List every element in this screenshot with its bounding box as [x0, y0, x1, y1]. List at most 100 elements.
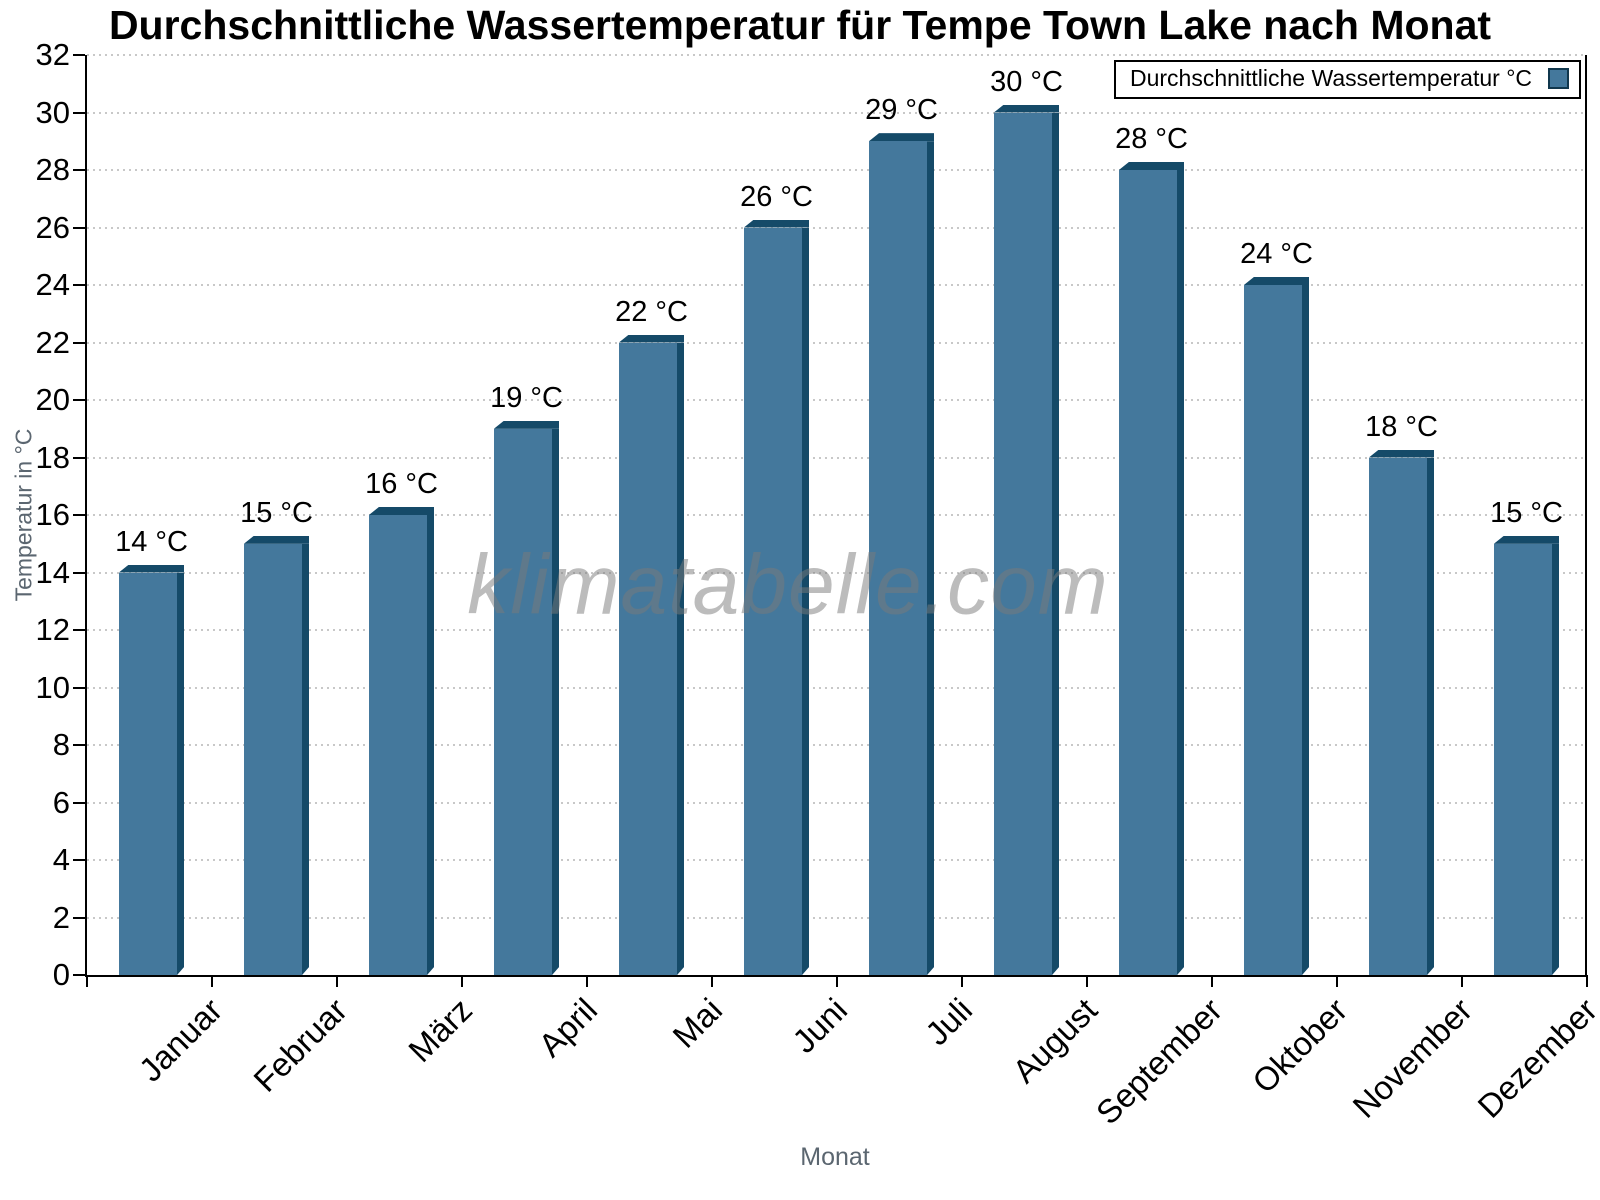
bar-side-edge: [552, 429, 559, 975]
x-tick-mark: [1086, 975, 1088, 987]
y-tick-label: 10: [35, 669, 70, 705]
grid-line: [87, 169, 1585, 171]
bar-face: [619, 342, 677, 975]
bar-side-edge: [1427, 458, 1434, 976]
y-tick-label: 22: [35, 324, 70, 360]
plot-area: 14 °C 15 °C 16 °C 19 °C 22 °C 26 °C 29 °C 30 °C…: [73, 54, 1588, 987]
y-tick-label: 18: [35, 439, 70, 475]
y-tick-label: 32: [35, 37, 70, 72]
grid-line: [87, 341, 1585, 344]
bar-top-edge: [1369, 449, 1434, 458]
bar-value-label: 15 °C: [240, 496, 313, 529]
grid-line: [87, 54, 1585, 56]
y-tick-label: 2: [52, 899, 70, 935]
y-tick-mark: [73, 629, 85, 631]
bar-side-edge: [1552, 544, 1559, 975]
bar-side-edge: [927, 141, 934, 975]
x-tick-mark: [711, 975, 713, 987]
y-tick-mark: [73, 169, 85, 171]
bar-side-edge: [1052, 113, 1059, 976]
bar-side-edge: [177, 573, 184, 976]
y-tick-mark: [73, 54, 85, 56]
y-tick-mark: [73, 399, 85, 401]
bar-top-edge: [119, 564, 184, 573]
bar-oktober: [1244, 277, 1309, 975]
grid-line: [87, 456, 1585, 459]
grid-line: [87, 629, 1585, 631]
grid-line: [87, 744, 1585, 746]
x-tick-mark: [836, 975, 838, 987]
y-tick-mark: [73, 111, 85, 114]
bar-top-edge: [494, 420, 559, 429]
y-tick-mark: [73, 226, 85, 229]
bar-top-edge: [994, 104, 1059, 113]
bar-value-label: 28 °C: [1115, 123, 1188, 155]
x-tick-mark: [586, 975, 588, 987]
grid-line: [87, 399, 1585, 401]
y-tick-label: 12: [35, 612, 70, 647]
y-tick-label: 4: [52, 842, 70, 877]
bar-value-label: 16 °C: [365, 468, 438, 500]
x-tick-mark: [1211, 975, 1213, 987]
grid-line: [87, 284, 1585, 286]
y-axis-title: Temperatur in °C: [10, 428, 37, 602]
bar-juni: [744, 219, 809, 976]
y-tick-label: 0: [52, 957, 70, 992]
bar-value-label: 30 °C: [990, 65, 1063, 98]
bar-top-edge: [619, 334, 684, 343]
bar-face: [869, 141, 927, 975]
x-tick-mark: [336, 975, 338, 987]
y-tick-mark: [73, 341, 85, 344]
y-tick-mark: [73, 284, 85, 286]
x-tick-mark: [961, 975, 963, 987]
bar-top-edge: [1244, 277, 1309, 285]
y-tick-label: 28: [35, 152, 70, 187]
legend-swatch-icon: [1548, 68, 1569, 89]
bar-face: [1494, 543, 1552, 975]
y-tick-label: 14: [35, 554, 70, 590]
y-tick-label: 24: [35, 267, 70, 302]
grid-line: [87, 226, 1585, 229]
bar-top-edge: [244, 535, 309, 544]
bar-value-label: 22 °C: [615, 295, 688, 328]
bar-face: [1369, 457, 1427, 975]
bar-value-label: 24 °C: [1240, 238, 1313, 270]
bar-value-label: 15 °C: [1490, 496, 1563, 529]
x-tick-mark: [1336, 975, 1338, 987]
y-tick-label: 26: [35, 209, 70, 245]
legend-label: Durchschnittliche Wassertemperatur °C: [1129, 65, 1532, 91]
bar-top-edge: [1119, 162, 1184, 170]
bar-face: [244, 543, 302, 975]
grid-line: [87, 686, 1585, 689]
bar-value-label: 29 °C: [865, 94, 938, 127]
bar-top-edge: [369, 507, 434, 515]
bar-top-edge: [869, 133, 934, 142]
grid-line: [87, 801, 1585, 804]
bar-top-edge: [1494, 535, 1559, 544]
bar-januar: [119, 564, 184, 976]
bar-side-edge: [802, 228, 809, 976]
bar-face: [119, 572, 177, 975]
y-tick-mark: [73, 859, 85, 861]
x-tick-mark: [1461, 975, 1463, 987]
bar-side-edge: [302, 544, 309, 975]
grid-line: [87, 111, 1585, 114]
y-tick-label: 30: [35, 94, 70, 130]
bar-face: [369, 515, 427, 975]
y-tick-mark: [73, 686, 85, 689]
bar-side-edge: [427, 515, 434, 975]
y-tick-mark: [73, 514, 85, 516]
bar-juli: [869, 133, 934, 975]
x-tick-mark: [211, 975, 213, 987]
bar-side-edge: [1177, 170, 1184, 975]
y-tick-label: 16: [35, 497, 70, 532]
x-tick-mark: [1586, 975, 1588, 987]
bar-september: [1119, 162, 1184, 975]
bar-face: [744, 227, 802, 975]
y-tick-mark: [73, 456, 85, 459]
y-tick-mark: [73, 571, 85, 574]
bar-value-label: 14 °C: [115, 525, 188, 558]
x-axis-title: Monat: [800, 1143, 870, 1171]
bar-märz: [369, 507, 434, 975]
